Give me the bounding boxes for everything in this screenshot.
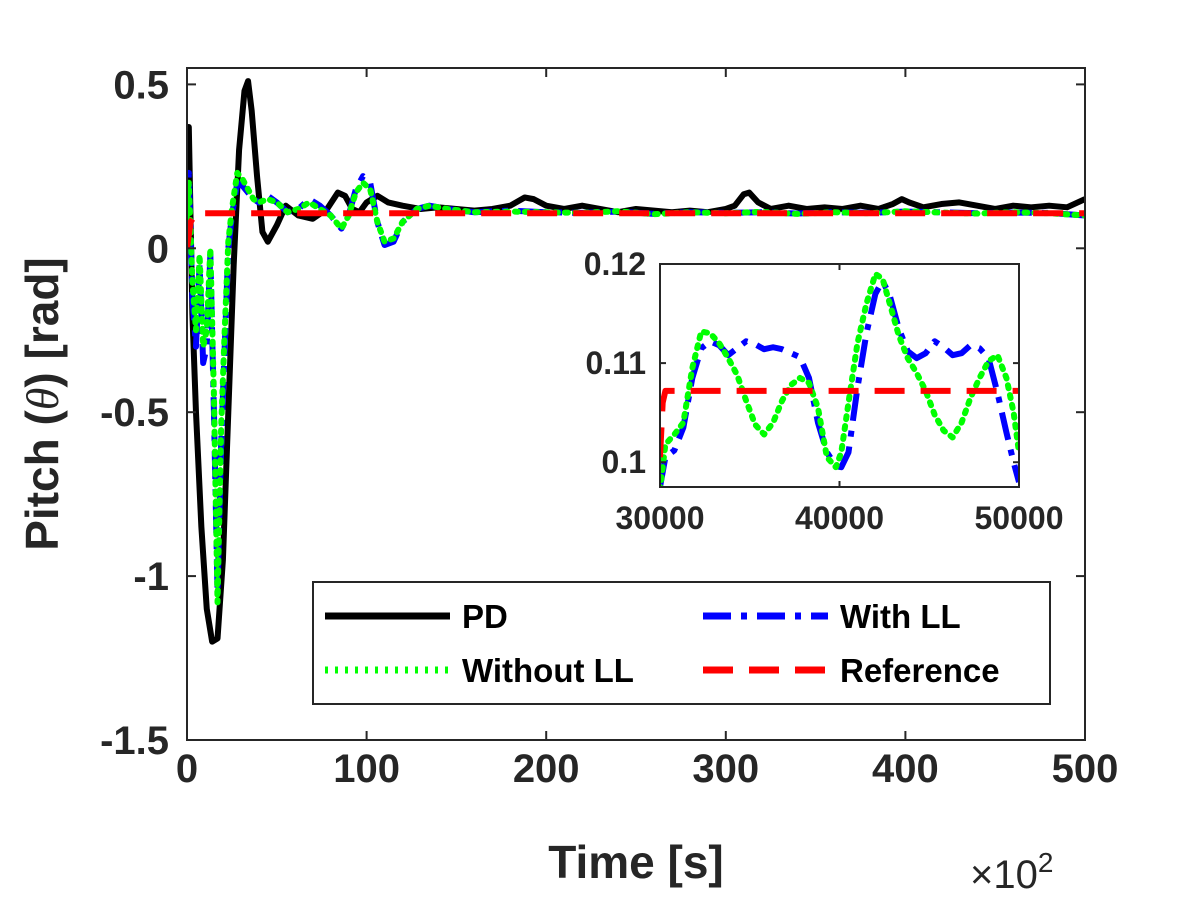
- main-line-reference: [187, 210, 1085, 249]
- main-series-lines: [187, 78, 1085, 645]
- y-axis-label-post: ) [rad]: [16, 257, 68, 387]
- legend-label-with-ll: With LL: [840, 598, 961, 635]
- main-ticks: 0 100 200 300 400 500 -1.5 -1 -0.5 0 0.5: [100, 63, 1118, 791]
- main-xtick-label: 300: [692, 747, 759, 791]
- main-ytick-label: 0.5: [113, 63, 169, 107]
- x-multiplier-exponent: 2: [1038, 847, 1054, 878]
- main-ytick-label: -0.5: [100, 391, 169, 435]
- inset-line-without-ll: [660, 270, 1019, 487]
- inset-xtick-label: 30000: [616, 500, 705, 536]
- main-ytick-label: 0: [147, 227, 169, 271]
- legend: PD With LL Without LL Reference: [312, 581, 1051, 705]
- legend-label-reference: Reference: [840, 652, 1000, 689]
- y-axis-label-pre: Pitch (: [16, 410, 68, 551]
- main-line-pd: [187, 78, 1085, 645]
- main-xtick-label: 200: [513, 747, 580, 791]
- main-line-without-ll: [187, 169, 1085, 606]
- inset-ytick-label: 0.12: [584, 246, 646, 282]
- inset-axes: 30000 40000 50000 0.1 0.11 0.12: [584, 246, 1064, 536]
- x-multiplier: ×102: [970, 847, 1053, 897]
- main-axes-box: [186, 67, 1086, 741]
- inset-series-lines: [660, 270, 1019, 487]
- inset-ticks: 30000 40000 50000 0.1 0.11 0.12: [584, 246, 1064, 536]
- inset-line-reference: [660, 387, 1019, 458]
- y-axis-label: Pitch (θ) [rad]: [16, 257, 68, 551]
- main-xtick-label: 400: [872, 747, 939, 791]
- theta-symbol: θ: [17, 388, 68, 411]
- main-ytick-label: -1: [133, 555, 169, 599]
- main-xtick-label: 500: [1052, 747, 1119, 791]
- legend-label-without-ll: Without LL: [462, 652, 634, 689]
- main-xtick-label: 100: [333, 747, 400, 791]
- inset-xtick-label: 40000: [795, 500, 884, 536]
- inset-ytick-label: 0.11: [585, 345, 646, 381]
- x-axis-label: Time [s]: [548, 836, 724, 888]
- legend-label-pd: PD: [462, 598, 508, 635]
- x-multiplier-base: ×10: [970, 853, 1038, 897]
- main-xtick-label: 0: [176, 747, 198, 791]
- legend-box: [312, 581, 1051, 705]
- inset-xtick-label: 50000: [975, 500, 1064, 536]
- main-ytick-label: -1.5: [100, 719, 169, 763]
- inset-ytick-label: 0.1: [602, 444, 646, 480]
